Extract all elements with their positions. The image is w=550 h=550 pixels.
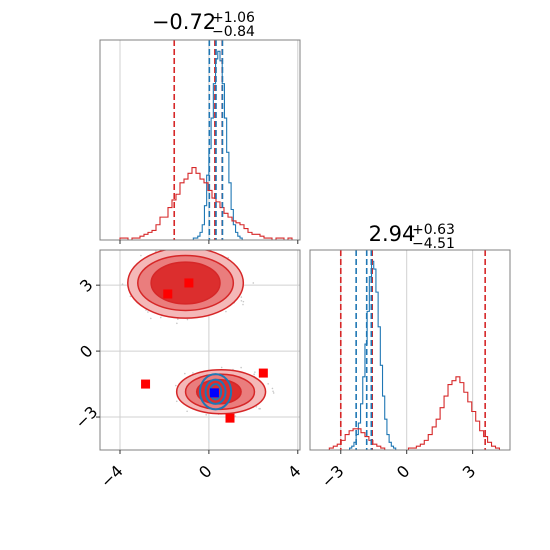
- sample-point: [186, 318, 189, 321]
- x-tick-label: 0: [195, 461, 216, 482]
- y-tick-labels: −3 0 3: [71, 275, 101, 432]
- sample-point: [242, 300, 245, 303]
- histogram-step-line: [186, 50, 247, 240]
- y-tick-label: 3: [76, 275, 97, 296]
- sample-point: [121, 283, 124, 285]
- sample-point: [267, 383, 269, 385]
- blue-contour-level: [204, 378, 227, 405]
- sample-point: [240, 366, 242, 369]
- sample-point: [225, 310, 227, 313]
- sample-point: [175, 400, 178, 403]
- histogram-series: [325, 250, 504, 450]
- x-tick-labels: −4 0 4: [97, 461, 305, 491]
- red-square-marker: [225, 413, 235, 423]
- sample-point: [272, 392, 275, 394]
- x-tick-label: 3: [459, 461, 480, 482]
- sample-point: [155, 250, 157, 253]
- histogram-step-line: [119, 167, 300, 240]
- sample-point: [255, 405, 258, 408]
- red-square-marker: [258, 368, 268, 378]
- sample-point: [184, 372, 186, 375]
- sample-point: [177, 318, 179, 320]
- histogram-step-line: [325, 376, 504, 450]
- sample-point: [175, 384, 177, 387]
- red-square-marker: [184, 278, 194, 288]
- sample-point: [159, 316, 162, 319]
- x-tick-labels: −3 0 3: [317, 461, 479, 491]
- sample-point: [192, 372, 194, 374]
- panel-title: 2.94: [369, 222, 416, 246]
- marginal-histogram-param1: −0.72 +1.06 −0.84: [99, 10, 301, 244]
- y-tick-label: 0: [76, 341, 97, 362]
- sample-point: [234, 415, 237, 417]
- sample-point: [240, 296, 243, 298]
- title-value: 2.94: [369, 222, 416, 246]
- joint-contour-panel: −4 0 4 −3 0 3: [71, 248, 305, 492]
- sample-point: [150, 317, 152, 320]
- tick-marks: [119, 240, 299, 244]
- title-value: −0.72: [152, 10, 216, 34]
- sample-point: [252, 282, 255, 284]
- title-upper-error: +1.06: [212, 10, 255, 26]
- blue-contour-level: [199, 373, 233, 411]
- panel-title: −0.72: [152, 10, 216, 34]
- red-square-marker: [163, 289, 173, 299]
- sample-point: [186, 410, 188, 413]
- tick-marks: [340, 450, 474, 454]
- title-upper-error: +0.63: [412, 222, 455, 238]
- sample-point: [220, 366, 223, 369]
- x-tick-label: −4: [97, 461, 127, 491]
- axes-frame: [99, 249, 301, 451]
- sample-point: [176, 322, 178, 325]
- sample-point: [253, 373, 255, 376]
- marginal-histogram-param2: −3 0 3 2.94 +0.63 −4.51: [309, 222, 511, 492]
- sample-point: [147, 311, 149, 313]
- y-tick-label: −3: [71, 402, 101, 432]
- histogram-series: [119, 40, 300, 240]
- sample-point: [258, 407, 260, 410]
- sample-point: [254, 371, 256, 373]
- red-square-marker: [141, 379, 151, 389]
- sample-point: [271, 387, 274, 390]
- sample-point: [140, 254, 142, 257]
- sample-point: [242, 303, 244, 306]
- blue-square-marker: [209, 388, 219, 398]
- sample-point: [240, 299, 243, 302]
- title-lower-error: −4.51: [412, 236, 455, 252]
- axes-frame: [309, 249, 511, 451]
- x-tick-label: −3: [317, 461, 347, 491]
- sample-point: [154, 248, 156, 250]
- tick-marks: [96, 284, 299, 454]
- x-tick-label: 4: [284, 461, 305, 482]
- axes-frame: [99, 39, 301, 241]
- x-tick-label: 0: [393, 461, 414, 482]
- contour-series: [121, 248, 275, 423]
- sample-point: [272, 390, 274, 393]
- sample-point: [205, 413, 208, 416]
- title-lower-error: −0.84: [212, 24, 255, 40]
